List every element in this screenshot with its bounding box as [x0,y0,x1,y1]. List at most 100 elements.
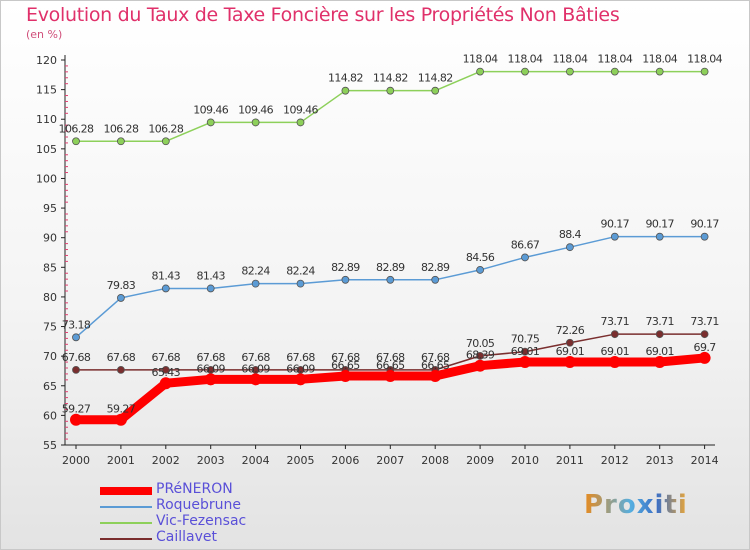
data-label-caillavet: 73.71 [601,315,630,328]
data-point-vic-fezensac [341,86,350,95]
data-point-pr-neron [563,356,576,369]
data-point-vic-fezensac [386,86,395,95]
data-point-roquebrune [521,253,529,262]
data-label-caillavet: 67.68 [107,351,136,364]
x-tick-label: 2009 [466,454,494,467]
data-label-pr-neron: 69.01 [601,345,630,358]
data-label-pr-neron: 69.7 [694,341,717,354]
data-point-roquebrune [610,232,619,241]
data-label-roquebrune: 86.67 [511,238,540,251]
x-tick-label: 2007 [376,454,404,467]
y-tick-label: 60 [43,409,57,422]
data-point-pr-neron [159,377,172,390]
data-label-roquebrune: 79.83 [107,279,136,292]
data-point-roquebrune [566,243,574,252]
data-label-caillavet: 67.68 [196,351,225,364]
data-label-roquebrune: 90.17 [601,218,630,231]
legend-label-preneron: PRéNERON [156,481,233,497]
data-point-vic-fezensac [655,67,664,76]
data-point-roquebrune [476,266,485,274]
data-point-vic-fezensac [521,67,529,76]
data-label-caillavet: 73.71 [690,315,719,328]
data-label-vic-fezensac: 114.82 [328,72,363,85]
data-point-caillavet [476,351,485,360]
data-label-roquebrune: 84.56 [466,251,495,264]
legend-label-vic-fezensac: Vic-Fezensac [156,513,247,529]
data-label-roquebrune: 82.24 [241,265,270,278]
legend-label-roquebrune: Roquebrune [156,497,242,513]
data-point-roquebrune [296,279,305,288]
data-point-roquebrune [251,279,260,288]
y-tick-label: 90 [43,232,57,245]
data-label-vic-fezensac: 114.82 [418,72,453,85]
data-point-vic-fezensac [610,67,619,76]
data-point-vic-fezensac [566,67,574,76]
data-label-pr-neron: 66.65 [421,359,450,372]
y-tick-label: 70 [43,350,57,363]
data-label-vic-fezensac: 106.28 [148,122,183,135]
x-tick-label: 2011 [556,454,584,467]
data-label-pr-neron: 66.09 [196,362,225,375]
data-point-roquebrune [386,275,395,284]
data-label-vic-fezensac: 109.46 [193,103,228,116]
data-label-vic-fezensac: 118.04 [463,53,498,66]
x-tick-label: 2001 [107,454,135,467]
data-label-pr-neron: 66.09 [286,362,315,375]
data-point-roquebrune [431,275,440,284]
data-label-roquebrune: 81.43 [196,269,225,282]
data-point-vic-fezensac [476,67,485,76]
data-point-vic-fezensac [206,118,215,127]
data-label-roquebrune: 82.89 [331,261,360,274]
x-tick-label: 2005 [287,454,315,467]
data-point-pr-neron [519,356,531,369]
data-point-pr-neron [429,369,442,382]
y-tick-label: 75 [43,321,57,334]
y-tick-label: 95 [43,202,57,215]
data-point-vic-fezensac [117,137,125,146]
y-tick-label: 100 [36,172,57,185]
data-label-pr-neron: 65.43 [152,366,181,379]
x-tick-label: 2006 [331,454,359,467]
data-label-vic-fezensac: 118.04 [508,53,543,66]
data-label-pr-neron: 59.27 [62,403,91,416]
data-point-vic-fezensac [296,118,305,127]
data-label-pr-neron: 59.27 [107,403,136,416]
x-tick-label: 2012 [601,454,629,467]
y-tick-label: 105 [36,143,57,156]
x-tick-label: 2000 [62,454,90,467]
legend-swatch-caillavet [100,538,152,540]
data-label-roquebrune: 90.17 [690,218,719,231]
data-point-vic-fezensac [431,86,440,95]
data-label-vic-fezensac: 114.82 [373,72,408,85]
x-tick-label: 2008 [421,454,449,467]
data-label-caillavet: 73.71 [645,315,674,328]
data-label-roquebrune: 82.89 [421,261,450,274]
y-tick-label: 115 [36,84,57,97]
y-tick-label: 120 [36,54,57,67]
data-label-roquebrune: 81.43 [152,269,181,282]
data-point-pr-neron [114,413,127,426]
data-point-pr-neron [70,413,82,426]
data-point-pr-neron [384,369,397,382]
data-label-roquebrune: 73.18 [62,318,91,331]
data-label-pr-neron: 69.01 [645,345,674,358]
data-label-vic-fezensac: 118.04 [687,53,722,66]
data-point-roquebrune [206,284,215,293]
data-point-pr-neron [339,369,352,382]
data-label-vic-fezensac: 109.46 [283,103,318,116]
data-point-pr-neron [249,373,262,386]
y-tick-label: 80 [43,291,57,304]
y-tick-label: 110 [36,113,57,126]
legend-item-caillavet: Caillavet [100,529,320,547]
legend-swatch-roquebrune [100,506,152,508]
x-tick-label: 2003 [197,454,225,467]
data-point-caillavet [610,330,619,339]
logo-text: Proxiti [584,490,688,520]
legend-item-roquebrune: Roquebrune [100,497,320,515]
data-point-caillavet [72,365,80,374]
data-point-pr-neron [204,373,217,386]
data-point-vic-fezensac [251,118,260,127]
chart-title: Evolution du Taux de Taxe Foncière sur l… [26,4,620,26]
data-point-caillavet [700,330,709,339]
data-point-roquebrune [700,232,709,241]
